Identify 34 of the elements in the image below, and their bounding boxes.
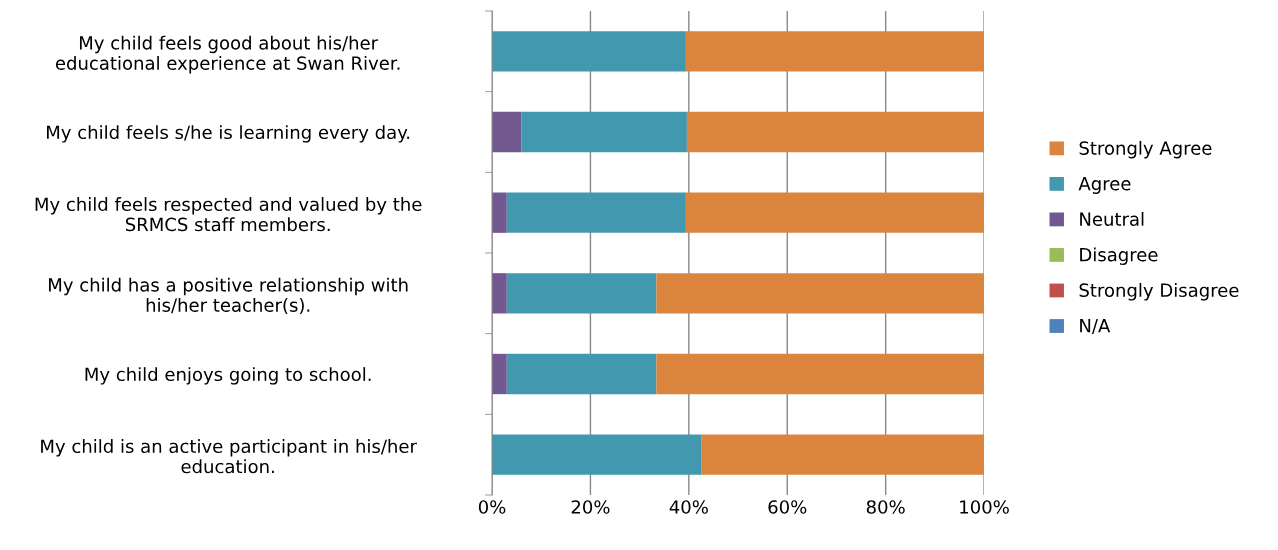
legend-label: N/A [1080, 319, 1111, 334]
legend-label: Strongly Disagree [1079, 283, 1239, 301]
x-tick-label: 0% [478, 500, 506, 514]
bar [492, 31, 686, 72]
y-tick-label: My child feels s/he is learning every day. [47, 125, 410, 143]
x-tick-label: 100% [960, 500, 1009, 514]
y-tick-label: My child enjoys going to school. [85, 367, 371, 385]
x-tick-label: 80% [866, 500, 905, 514]
bar [506, 273, 657, 314]
y-tick-label: My child feels respected and valued by the SRMCS staff members. [35, 197, 422, 232]
bar [506, 353, 657, 395]
bar [492, 192, 507, 233]
bar [492, 273, 507, 314]
y-tick-label: My child feels good about his/her educational experience at Swan River. [55, 35, 400, 74]
bar [492, 353, 507, 395]
bar [521, 111, 687, 153]
bar [686, 111, 985, 153]
bar [506, 192, 686, 233]
bar [656, 353, 985, 395]
bar [685, 31, 985, 72]
x-tick-label: 40% [669, 500, 708, 514]
legend-label: Agree [1078, 177, 1131, 194]
y-tick-label: My child is an active participant in his/her education. [41, 439, 417, 474]
x-tick-label: 20% [571, 500, 610, 514]
legend-label: Strongly Agree [1079, 140, 1212, 159]
bar [701, 434, 985, 475]
legend-label: Disagree [1080, 247, 1158, 265]
y-tick-label: My child has a positive relationship with his/her teacher(s). [49, 277, 408, 315]
bar [685, 192, 985, 233]
bar [492, 434, 702, 475]
bar [656, 273, 985, 314]
legend-label: Neutral [1080, 211, 1144, 226]
x-tick-label: 60% [768, 500, 807, 514]
bar [492, 111, 522, 153]
